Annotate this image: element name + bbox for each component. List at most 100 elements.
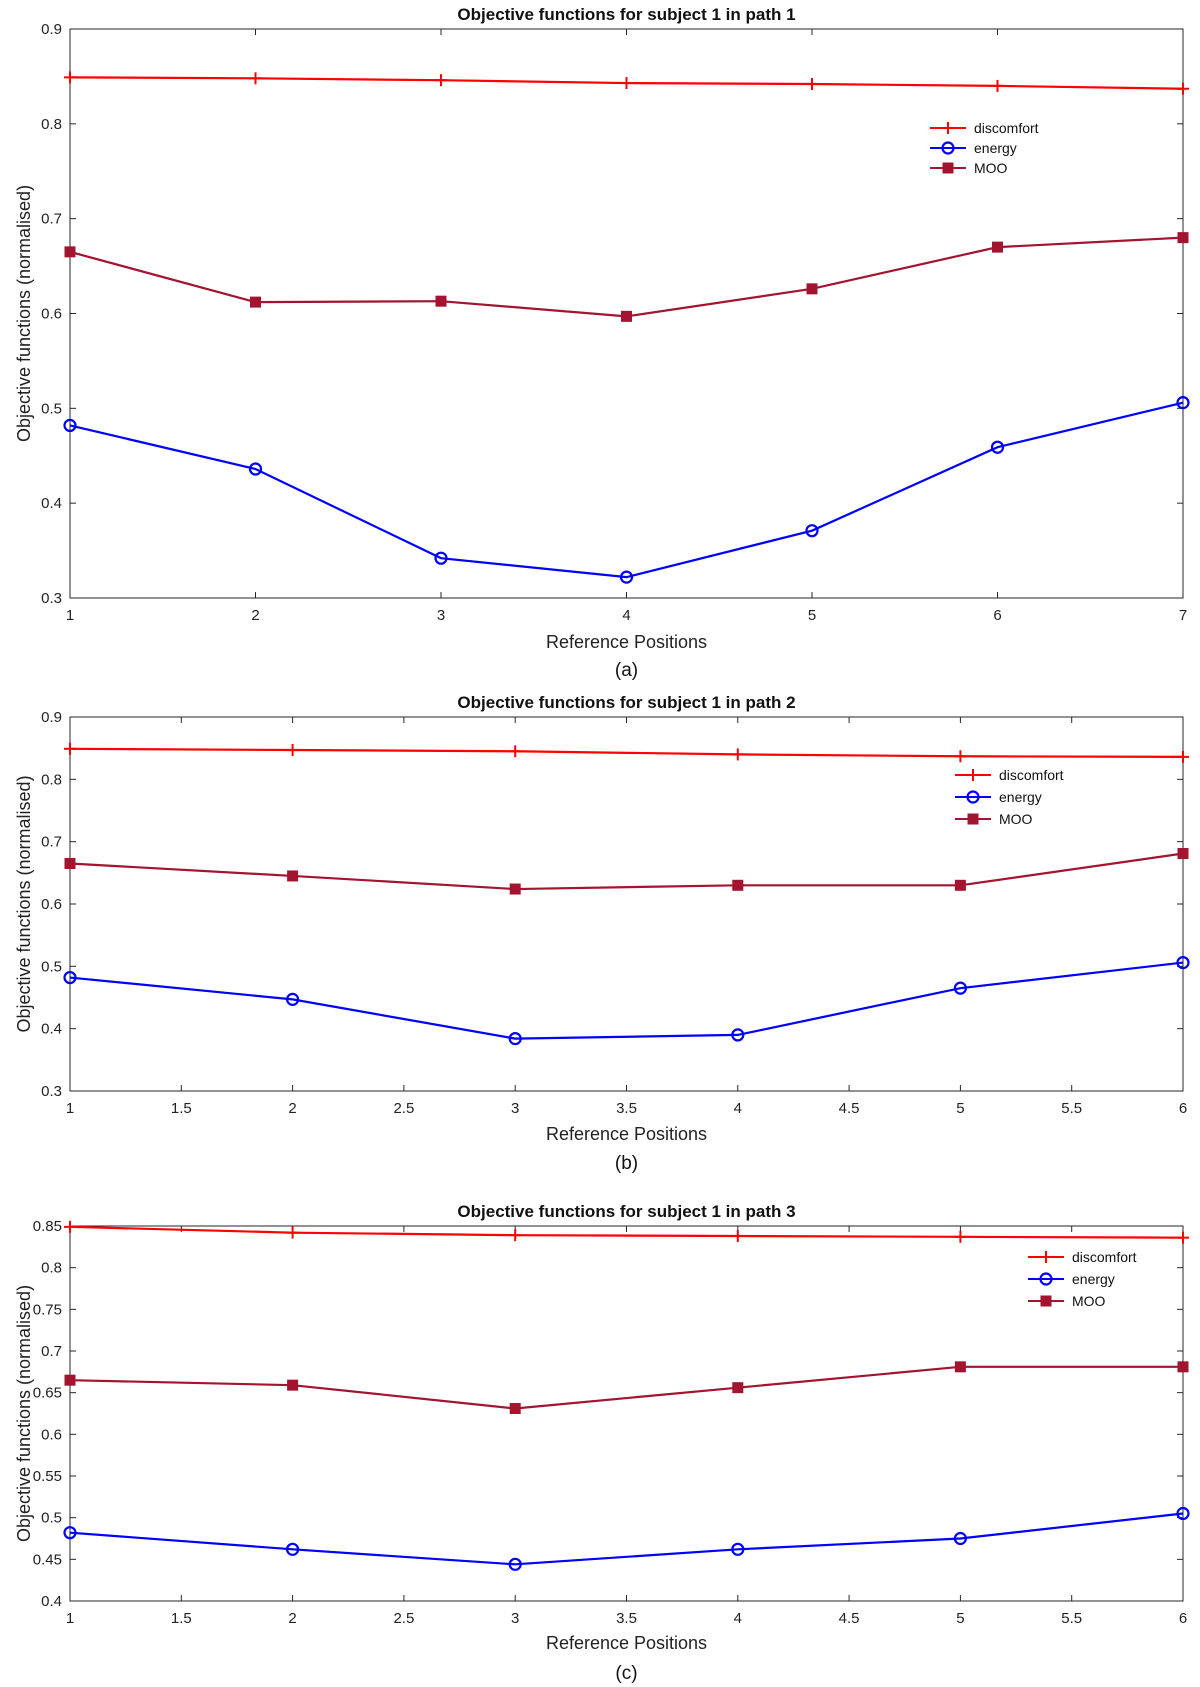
y-axis-label: Objective functions (normalised)	[14, 185, 34, 442]
series-line-discomfort	[69, 1225, 1184, 1239]
x-tick-label: 5.5	[1061, 1610, 1082, 1627]
data-point-moo	[992, 241, 1003, 253]
data-point-moo	[435, 295, 447, 307]
data-point-moo	[732, 1382, 744, 1394]
x-axis-label: Reference Positions	[546, 632, 707, 652]
series-line-discomfort	[69, 747, 1184, 758]
data-point-energy	[619, 570, 634, 584]
data-point-discomfort	[1177, 750, 1189, 763]
x-tick-label: 4	[622, 607, 630, 624]
y-tick-label: 0.9	[41, 709, 62, 726]
data-point-energy	[508, 1557, 522, 1571]
data-point-moo	[954, 1361, 966, 1373]
x-tick-label: 6	[1179, 1610, 1187, 1627]
y-tick-label: 0.4	[41, 1021, 62, 1038]
data-point-discomfort	[286, 1226, 299, 1239]
legend-label-energy: energy	[999, 789, 1042, 805]
chart-title: Objective functions for subject 1 in pat…	[457, 693, 795, 712]
x-tick-label: 2	[288, 1610, 296, 1627]
legend-label-discomfort: discomfort	[1072, 1249, 1137, 1265]
x-tick-label: 4.5	[839, 1610, 860, 1627]
data-point-moo	[287, 1379, 299, 1391]
legend-marker-discomfort	[1040, 1251, 1052, 1263]
x-tick-label: 4	[734, 1610, 742, 1627]
data-point-discomfort	[64, 71, 76, 84]
data-point-discomfort	[731, 748, 744, 761]
data-point-energy	[508, 1032, 522, 1046]
x-tick-label: 2	[251, 607, 259, 624]
y-tick-label: 0.7	[41, 211, 62, 228]
y-axis-label: Objective functions (normalised)	[14, 775, 34, 1032]
x-tick-label: 7	[1179, 607, 1187, 624]
x-axis-label: Reference Positions	[546, 1633, 707, 1653]
x-axis-label: Reference Positions	[546, 1124, 707, 1144]
plot-area	[69, 716, 1184, 1092]
legend-marker-energy	[941, 141, 955, 155]
data-point-moo	[1177, 1361, 1189, 1373]
x-tick-label: 6	[1179, 1100, 1187, 1117]
data-point-moo	[806, 283, 818, 295]
series-line-energy	[69, 961, 1184, 1040]
data-point-moo	[1177, 232, 1189, 244]
legend: discomfort energy MOO	[1028, 1249, 1137, 1309]
chart-title: Objective functions for subject 1 in pat…	[457, 5, 795, 24]
y-axis-label: Objective functions (normalised)	[14, 1285, 34, 1542]
chart-panel-2: Objective functions for subject 1 in pat…	[14, 693, 1190, 1174]
y-tick-label: 0.75	[33, 1301, 62, 1318]
data-point-moo	[64, 857, 76, 869]
data-point-moo	[732, 879, 744, 891]
x-tick-label: 1.5	[171, 1100, 192, 1117]
data-point-moo	[287, 870, 299, 882]
x-tick-label: 1	[66, 1100, 74, 1117]
x-tick-label: 1.5	[171, 1610, 192, 1627]
legend-label-energy: energy	[1072, 1271, 1115, 1287]
y-tick-label: 0.4	[41, 495, 62, 512]
data-point-discomfort	[954, 1230, 967, 1243]
data-point-discomfort	[954, 750, 967, 763]
data-point-energy	[1176, 955, 1190, 970]
data-point-energy	[990, 440, 1005, 454]
plot-area	[69, 1225, 1184, 1602]
series-line-moo	[69, 1365, 1183, 1410]
data-point-energy	[731, 1028, 745, 1042]
data-point-discomfort	[509, 1229, 522, 1242]
y-tick-label: 0.65	[33, 1385, 62, 1402]
x-tick-label: 2	[288, 1100, 296, 1117]
series-line-energy	[69, 1512, 1184, 1566]
data-point-discomfort	[1177, 1231, 1189, 1244]
data-point-discomfort	[731, 1230, 744, 1242]
data-point-moo	[64, 1374, 76, 1386]
data-point-discomfort	[249, 72, 262, 85]
x-tick-label: 2.5	[393, 1100, 414, 1117]
data-point-moo	[954, 879, 966, 891]
x-tick-label: 4	[734, 1100, 742, 1117]
legend-marker-moo	[967, 813, 979, 825]
data-point-discomfort	[620, 77, 633, 90]
data-point-discomfort	[1177, 82, 1189, 95]
data-point-discomfort	[991, 79, 1004, 92]
x-tick-label: 1	[66, 607, 74, 624]
x-tick-label: 1	[66, 1610, 74, 1627]
y-tick-label: 0.3	[41, 590, 62, 607]
data-point-moo	[509, 883, 521, 895]
data-point-discomfort	[509, 745, 522, 758]
y-tick-label: 0.85	[33, 1218, 62, 1235]
data-point-energy	[1176, 396, 1190, 410]
x-tick-label: 5	[956, 1100, 964, 1117]
data-point-energy	[731, 1542, 745, 1556]
y-tick-label: 0.4	[41, 1593, 62, 1610]
x-tick-label: 3	[437, 607, 445, 624]
y-tick-label: 0.5	[41, 1510, 62, 1527]
series-line-energy	[69, 401, 1184, 579]
data-point-energy	[248, 462, 263, 476]
y-tick-label: 0.5	[41, 958, 62, 975]
legend-marker-energy	[1039, 1272, 1053, 1286]
legend: discomfort energy MOO	[930, 120, 1039, 176]
data-point-energy	[953, 981, 968, 995]
x-tick-label: 5	[808, 607, 816, 624]
data-point-discomfort	[806, 78, 818, 91]
data-point-energy	[286, 1542, 300, 1556]
legend-marker-discomfort	[942, 122, 954, 134]
x-tick-label: 5.5	[1061, 1100, 1082, 1117]
y-tick-label: 0.8	[41, 771, 62, 788]
